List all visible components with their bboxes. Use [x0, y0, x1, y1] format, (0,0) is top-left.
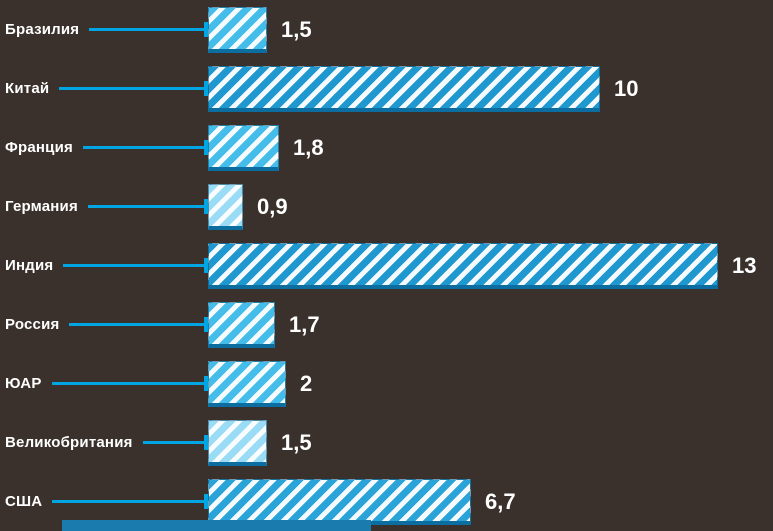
label-zone: Россия: [0, 316, 208, 333]
category-label: Россия: [5, 316, 60, 333]
leader-line: [52, 494, 208, 509]
label-zone: США: [0, 493, 208, 510]
bar: [208, 65, 600, 112]
leader-line: [69, 317, 208, 332]
value-label: 13: [732, 252, 757, 278]
value-label: 10: [614, 75, 639, 101]
category-label: ЮАР: [5, 375, 42, 392]
leader-line: [89, 22, 208, 37]
category-label: Индия: [5, 257, 54, 274]
bar-row: Франция 1,8: [0, 118, 773, 177]
bar-row: Германия 0,9: [0, 177, 773, 236]
bar: [208, 419, 267, 466]
bar-row: Индия 13: [0, 236, 773, 295]
label-zone: Великобритания: [0, 434, 208, 451]
value-label: 6,7: [485, 488, 516, 514]
leader-line: [87, 199, 208, 214]
category-label: Германия: [5, 198, 78, 215]
leader-tick: [204, 81, 208, 96]
leader-tick: [204, 22, 208, 37]
bar-row: Китай 10: [0, 59, 773, 118]
value-label: 1,8: [293, 134, 324, 160]
bar: [208, 242, 718, 289]
category-label: Франция: [5, 139, 73, 156]
value-label: 1,5: [281, 16, 312, 42]
label-zone: ЮАР: [0, 375, 208, 392]
bar-row: США 6,7: [0, 472, 773, 531]
leader-line: [142, 435, 208, 450]
leader-line: [59, 81, 208, 96]
bar-row: ЮАР 2: [0, 354, 773, 413]
leader-tick: [204, 435, 208, 450]
value-label: 2: [300, 370, 313, 396]
cropped-bottom-bar: [62, 520, 371, 531]
leader-tick: [204, 258, 208, 273]
label-zone: Индия: [0, 257, 208, 274]
leader-line: [82, 140, 208, 155]
leader-tick: [204, 317, 208, 332]
value-label: 1,5: [281, 429, 312, 455]
category-label: Великобритания: [5, 434, 133, 451]
label-zone: Франция: [0, 139, 208, 156]
bar-row: Великобритания 1,5: [0, 413, 773, 472]
bar-row: Россия 1,7: [0, 295, 773, 354]
value-label: 1,7: [289, 311, 320, 337]
leader-line: [51, 376, 208, 391]
leader-tick: [204, 140, 208, 155]
leader-tick: [204, 494, 208, 509]
bar: [208, 183, 243, 230]
label-zone: Китай: [0, 80, 208, 97]
bar: [208, 6, 267, 53]
value-label: 0,9: [257, 193, 288, 219]
leader-tick: [204, 376, 208, 391]
label-zone: Германия: [0, 198, 208, 215]
category-label: Бразилия: [5, 21, 80, 38]
bar: [208, 478, 471, 525]
bar: [208, 124, 279, 171]
bar: [208, 360, 286, 407]
category-label: Китай: [5, 80, 50, 97]
bar: [208, 301, 275, 348]
leader-tick: [204, 199, 208, 214]
leader-line: [63, 258, 208, 273]
label-zone: Бразилия: [0, 21, 208, 38]
bar-row: Бразилия 1,5: [0, 0, 773, 59]
category-label: США: [5, 493, 43, 510]
